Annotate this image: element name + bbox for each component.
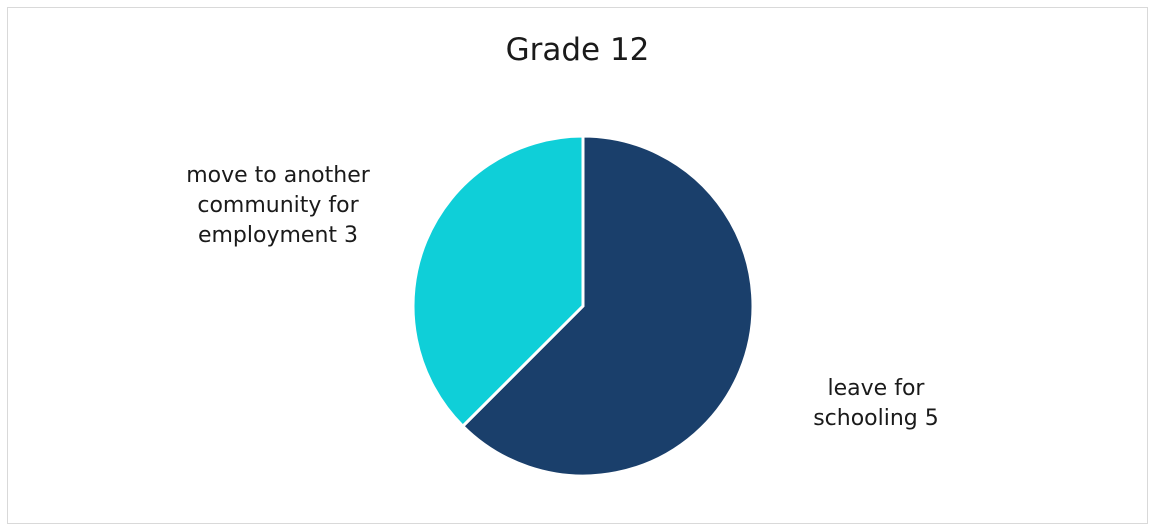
slice-label-move-for-employment: move to another community for employment… xyxy=(186,163,370,248)
chart-area: Grade 12 leave for schooling 5 move to a… xyxy=(7,7,1148,524)
chart-title: Grade 12 xyxy=(505,32,650,68)
slice-label-leave-for-schooling: leave for schooling 5 xyxy=(813,376,939,431)
pie-slice-move-to-another-community-for-employment xyxy=(411,134,585,428)
pie-chart xyxy=(411,134,755,478)
pie-slice-leave-for-schooling xyxy=(461,134,755,478)
